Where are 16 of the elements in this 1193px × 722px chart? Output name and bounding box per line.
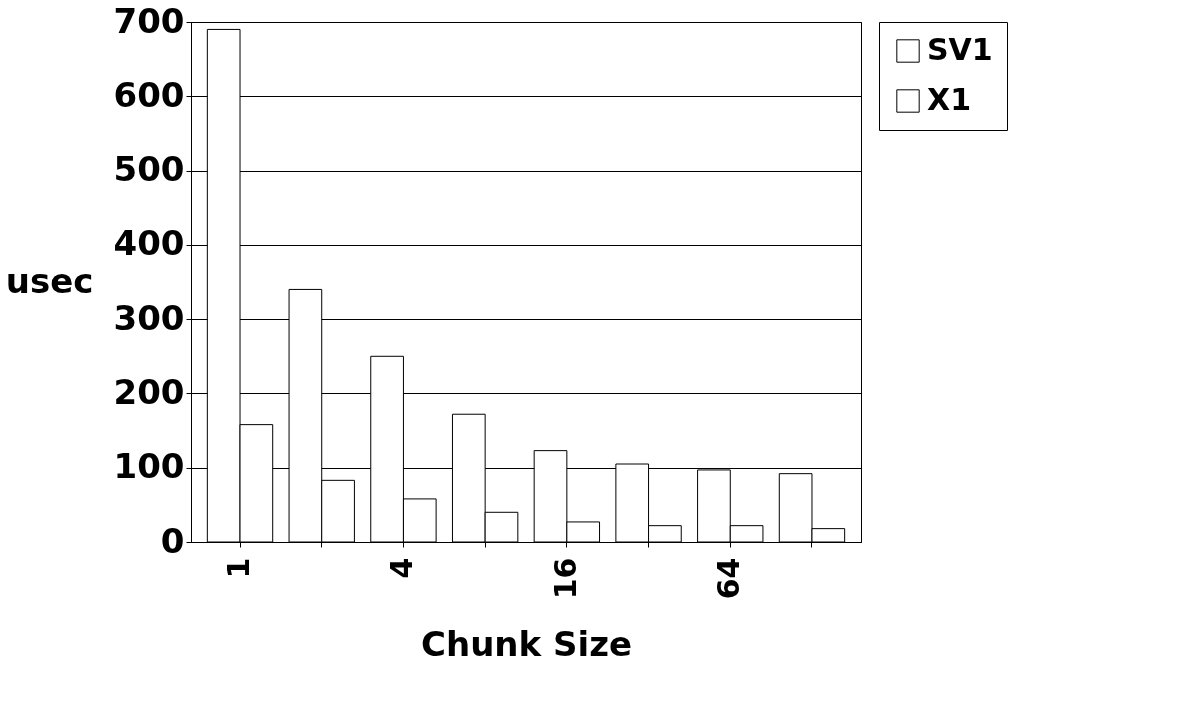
x-tick-label: 4 (384, 557, 420, 579)
x-tick-label: 1 (221, 557, 257, 579)
x-tick-label: 64 (711, 557, 747, 600)
y-tick-label: 100 (113, 446, 185, 487)
x-tick-label: 16 (547, 557, 583, 600)
y-tick-label: 0 (160, 520, 185, 561)
y-axis-title: usec (5, 260, 94, 301)
x-axis-title: Chunk Size (420, 624, 633, 665)
legend-label: SV1 (927, 32, 993, 67)
y-tick-label: 200 (113, 371, 185, 412)
y-tick-label: 600 (113, 74, 185, 115)
y-tick-label: 400 (113, 223, 185, 264)
y-tick-label: 500 (113, 149, 185, 190)
y-tick-label: 700 (113, 0, 185, 41)
legend-label: X1 (927, 82, 972, 117)
y-tick-label: 300 (113, 297, 185, 338)
